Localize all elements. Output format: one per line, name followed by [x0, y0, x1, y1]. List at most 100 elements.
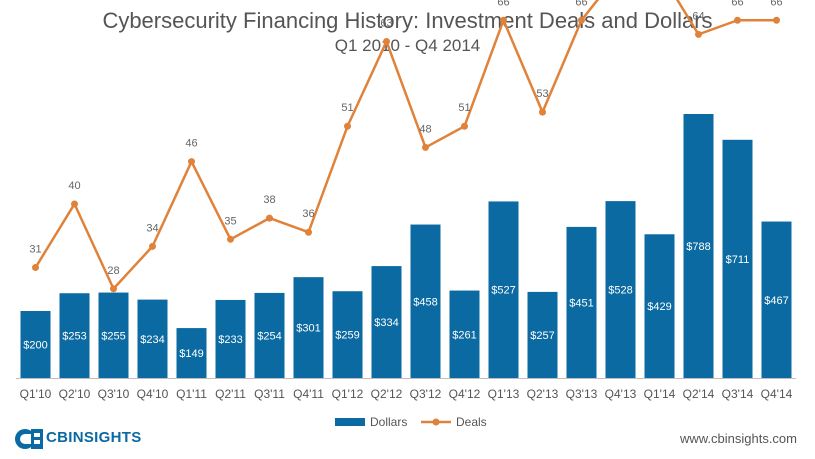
x-tick-label: Q2'10	[59, 387, 91, 401]
brand-logo-text: CBINSIGHTS	[46, 429, 142, 446]
deals-value-label: 66	[497, 0, 509, 8]
deals-value-label: 66	[575, 0, 587, 8]
x-tick-label: Q2'13	[527, 387, 559, 401]
bar-dollars	[644, 234, 675, 378]
bar-value-label: $429	[647, 301, 671, 313]
deals-value-label: 46	[185, 138, 197, 150]
x-tick-label: Q1'14	[644, 387, 676, 401]
x-tick-label: Q3'14	[722, 387, 754, 401]
deals-point	[695, 30, 702, 38]
deals-line	[34, 0, 777, 291]
bar-dollars	[761, 221, 792, 378]
bar-dollars	[566, 226, 597, 378]
deals-point	[461, 122, 468, 130]
x-tick-label: Q2'14	[683, 387, 715, 401]
bar-dollars	[488, 201, 519, 378]
website-url[interactable]: www.cbinsights.com	[679, 431, 797, 446]
bar-value-label: $334	[374, 317, 398, 329]
legend-deals-label: Deals	[456, 415, 487, 429]
deals-value-label: 40	[68, 180, 80, 192]
deals-point	[305, 228, 312, 236]
x-tick-label: Q2'12	[371, 387, 403, 401]
cb-insights-logo-icon	[15, 429, 43, 449]
deals-value-label: 51	[458, 102, 470, 114]
x-tick-label: Q3'12	[410, 387, 442, 401]
x-tick-label: Q1'12	[332, 387, 364, 401]
bar-value-label: $259	[335, 330, 359, 342]
deals-value-label: 51	[341, 102, 353, 114]
bar-dollars	[254, 292, 285, 378]
deals-value-label: 38	[263, 194, 275, 206]
bar-value-label: $458	[413, 296, 437, 308]
bar-dollars	[215, 299, 246, 378]
x-tick-label: Q4'12	[449, 387, 481, 401]
deals-value-label: 53	[536, 88, 548, 100]
deals-value-label: 66	[731, 0, 743, 8]
deals-point	[149, 242, 156, 250]
x-tick-label: Q4'13	[605, 387, 637, 401]
deals-point	[110, 285, 117, 293]
legend-dollars-label: Dollars	[370, 415, 407, 429]
bar-dollars	[20, 310, 51, 378]
bar-dollars	[293, 277, 324, 378]
x-tick-label: Q1'13	[488, 387, 520, 401]
deals-value-label: 35	[224, 215, 236, 227]
x-tick-label: Q4'14	[761, 387, 793, 401]
bar-value-label: $261	[452, 329, 476, 341]
deals-point	[383, 37, 390, 45]
deals-value-label: 31	[29, 244, 41, 256]
bar-value-label: $149	[179, 348, 203, 360]
deals-value-label: 64	[692, 10, 704, 22]
deals-point	[32, 264, 39, 272]
deals-point	[578, 16, 585, 24]
deals-point	[344, 122, 351, 130]
bar-dollars	[683, 114, 714, 378]
x-tick-label: Q3'10	[98, 387, 130, 401]
bar-dollars	[605, 201, 636, 378]
x-tick-label: Q3'11	[254, 387, 285, 401]
bar-dollars	[410, 224, 441, 378]
deals-point	[422, 143, 429, 151]
legend-deals-marker	[432, 418, 440, 426]
bar-value-label: $788	[686, 241, 710, 253]
deals-point	[773, 16, 780, 24]
x-tick-label: Q2'11	[215, 387, 246, 401]
x-tick-label: Q4'10	[137, 387, 169, 401]
bar-value-label: $254	[257, 330, 281, 342]
x-tick-label: Q1'11	[176, 387, 207, 401]
bar-dollars	[449, 290, 480, 378]
deals-point	[734, 16, 741, 24]
bar-value-label: $233	[218, 334, 242, 346]
chart-title: Cybersecurity Financing History: Investm…	[102, 8, 713, 33]
bar-value-label: $528	[608, 285, 632, 297]
bar-value-label: $451	[569, 297, 593, 309]
bar-value-label: $255	[101, 330, 125, 342]
deals-value-label: 36	[302, 208, 314, 220]
deals-value-label: 48	[419, 123, 431, 135]
x-tick-label: Q1'10	[20, 387, 52, 401]
chart-subtitle: Q1 2010 - Q4 2014	[334, 36, 481, 55]
deals-point	[539, 108, 546, 116]
bar-value-label: $253	[62, 331, 86, 343]
bar-value-label: $257	[530, 330, 554, 342]
bar-dollars	[332, 291, 363, 378]
deals-value-label: 63	[380, 17, 392, 29]
bar-value-label: $200	[23, 339, 47, 351]
bar-dollars	[371, 266, 402, 378]
deals-point	[500, 16, 507, 24]
bar-value-label: $711	[726, 254, 750, 266]
bar-value-label: $527	[491, 285, 515, 297]
bar-value-label: $234	[140, 334, 164, 346]
x-tick-label: Q3'13	[566, 387, 598, 401]
deals-value-label: 28	[107, 265, 119, 277]
bar-dollars	[137, 299, 168, 378]
deals-value-label: 66	[770, 0, 782, 8]
deals-point	[71, 200, 78, 208]
bar-dollars	[527, 291, 558, 378]
deals-value-label: 34	[146, 222, 158, 234]
deals-point	[188, 158, 195, 166]
bar-dollars	[98, 292, 129, 378]
deals-point	[227, 235, 234, 243]
bar-dollars	[722, 139, 753, 378]
